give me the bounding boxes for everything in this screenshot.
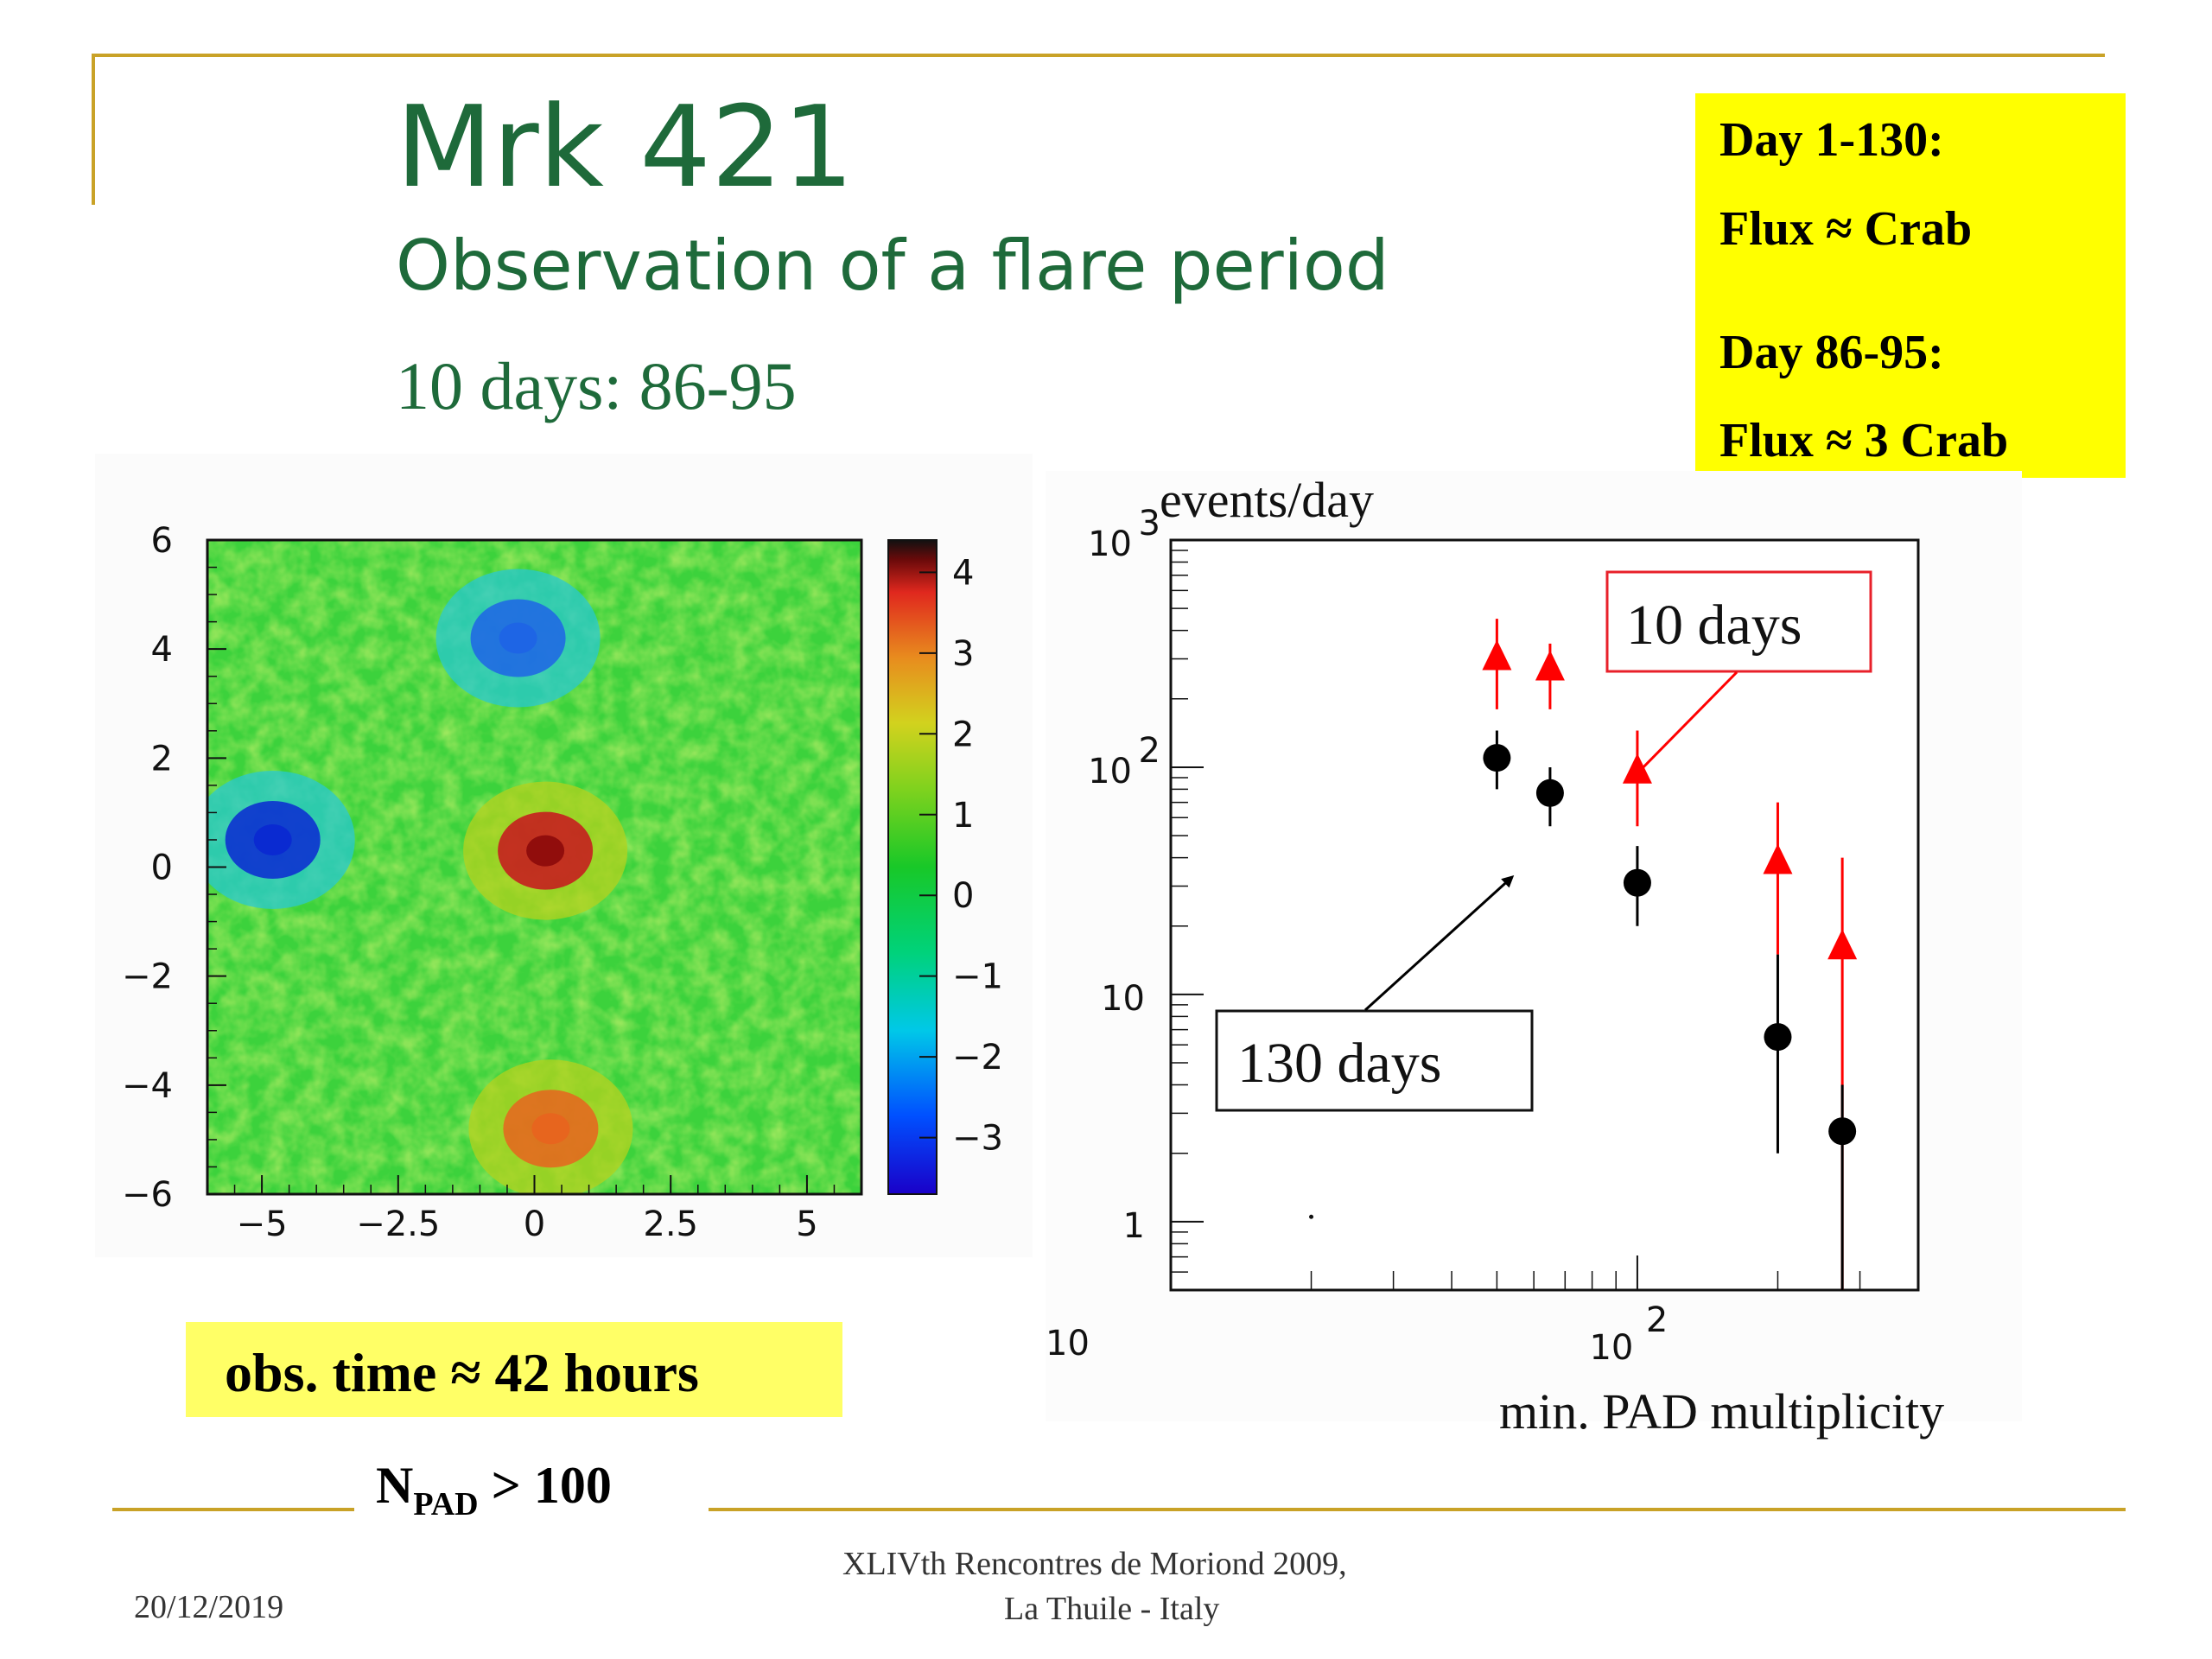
heatmap-x-tick-label: 0 — [524, 1205, 545, 1244]
heatmap-y-tick-label: −2 — [122, 957, 173, 997]
heatmap-x-tick-label: 5 — [796, 1205, 817, 1244]
data-point-10-days — [1482, 639, 1512, 671]
significance-heatmap: −5 −2.5 0 2.5 5 6 4 2 0 −2 −4 −6 4 3 2 1 0 −1 −2 −3 — [122, 521, 1003, 1244]
hotspot-peak — [499, 622, 537, 654]
obs-time-box: obs. time ≈ 42 hours — [186, 1322, 842, 1417]
top-rule — [92, 54, 2105, 57]
bottom-rule-right — [709, 1508, 2126, 1511]
callout-130-days-text: 130 days — [1237, 1032, 1441, 1095]
callout-10-days-text: 10 days — [1626, 594, 1802, 657]
heatmap-x-tick-label: −2.5 — [356, 1205, 440, 1244]
callout-10-days-box — [1605, 570, 1872, 673]
colorbar-tick-label: −2 — [952, 1038, 1003, 1077]
colorbar-tick-label: 2 — [952, 715, 974, 754]
heatmap-hotspots — [207, 569, 633, 1194]
colorbar-tick-label: 3 — [952, 634, 974, 674]
obs-time-text: obs. time ≈ 42 hours — [225, 1342, 699, 1403]
note-line-4: Flux ≈ 3 Crab — [1719, 414, 2009, 467]
colorbar-tick-label: −3 — [952, 1119, 1003, 1159]
data-point-130-days — [1483, 744, 1511, 772]
y-tick-label: 10 — [1088, 752, 1132, 791]
x-tick-label: 10 — [1589, 1328, 1633, 1368]
colorbar-ticks: 4 3 2 1 0 −1 −2 −3 — [919, 553, 1003, 1159]
period-label: 10 days: 86-95 — [396, 348, 797, 423]
y-tick-label: 10 — [1101, 979, 1145, 1019]
colorbar-tick-label: 1 — [952, 796, 974, 836]
footer-date: 20/12/2019 — [134, 1589, 284, 1625]
heatmap-y-tick-label: 4 — [151, 630, 173, 670]
colorbar-tick-label: −1 — [952, 957, 1003, 997]
y-tick-exponent: 3 — [1139, 504, 1160, 543]
callout-10-days-arrow — [1629, 671, 1738, 782]
heatmap-y-tick-label: −6 — [122, 1175, 173, 1215]
colorbar-tick-label: 0 — [952, 876, 974, 916]
left-rule — [92, 54, 95, 205]
npad-rest: > 100 — [478, 1457, 612, 1514]
npad-label: NPAD > 100 — [376, 1456, 612, 1523]
x-tick-label: 10 — [1046, 1324, 1090, 1363]
footer-conference-line1: XLIVth Rencontres de Moriond 2009, — [842, 1546, 1347, 1582]
scatter-points — [1482, 619, 1858, 1290]
y-tick-label: 1 — [1123, 1206, 1145, 1246]
hotspot-peak — [526, 835, 565, 867]
heatmap-y-tick-label: 2 — [151, 739, 173, 779]
footer-conference-line2: La Thuile - Italy — [1004, 1591, 1220, 1627]
data-point-10-days — [1535, 650, 1565, 681]
heatmap-panel: −5 −2.5 0 2.5 5 6 4 2 0 −2 −4 −6 4 3 2 1 0 −1 −2 −3 — [95, 454, 1033, 1257]
heatmap-x-tick-label: 2.5 — [643, 1205, 698, 1244]
npad-sub: PAD — [413, 1486, 479, 1522]
y-tick-label: 10 — [1088, 524, 1132, 564]
stray-dot — [1309, 1214, 1314, 1219]
heatmap-y-tick-label: −4 — [122, 1066, 173, 1106]
callout-130-days-arrow — [1363, 874, 1515, 1012]
slide-title: Mrk 421 — [396, 81, 855, 213]
heatmap-x-tick-label: −5 — [237, 1205, 288, 1244]
data-point-130-days — [1828, 1117, 1857, 1146]
data-point-130-days — [1535, 779, 1564, 807]
bottom-rule-left — [112, 1508, 354, 1511]
hotspot-peak — [253, 823, 292, 855]
data-point-130-days — [1764, 1023, 1792, 1052]
slide-subtitle: Observation of a flare period — [396, 226, 1389, 306]
colorbar — [887, 539, 938, 1195]
y-axis-label: events/day — [1160, 472, 1375, 528]
heatmap-y-tick-label: 0 — [151, 849, 173, 888]
data-point-10-days — [1763, 843, 1793, 874]
note-line-2: Flux ≈ Crab — [1719, 202, 1973, 256]
scatter-panel: events/day min. PAD multiplicity 10 3 10 2 1… — [1046, 471, 2022, 1440]
data-point-10-days — [1827, 929, 1858, 960]
data-point-130-days — [1623, 868, 1651, 897]
npad-base: N — [376, 1457, 414, 1514]
note-line-3: Day 86-95: — [1719, 326, 1944, 379]
colorbar-tick-label: 4 — [952, 553, 974, 593]
hotspot-peak — [531, 1113, 570, 1145]
heatmap-y-tick-label: 6 — [151, 521, 173, 561]
flux-note-box: Day 1-130: Flux ≈ Crab Day 86-95: Flux ≈… — [1695, 93, 2126, 478]
note-line-1: Day 1-130: — [1719, 113, 1944, 167]
y-tick-exponent: 2 — [1139, 731, 1160, 771]
callout-130-days-box — [1215, 1009, 1534, 1112]
heatmap-axes: −5 −2.5 0 2.5 5 6 4 2 0 −2 −4 −6 — [122, 521, 862, 1244]
x-axis-label: min. PAD multiplicity — [1499, 1383, 1945, 1440]
x-tick-exponent: 2 — [1646, 1300, 1668, 1340]
